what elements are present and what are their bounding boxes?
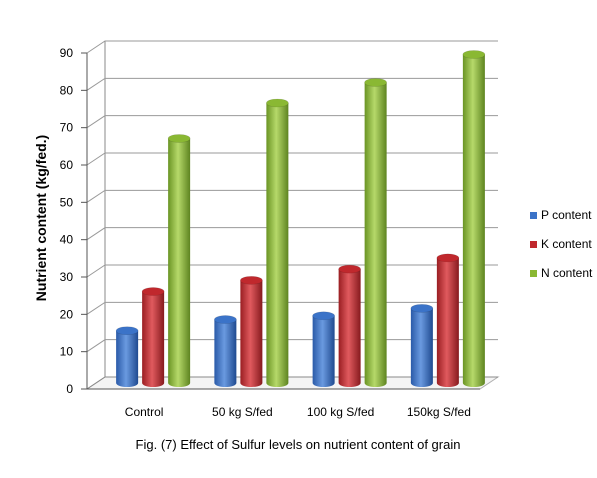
y-tick-label: 60 (60, 158, 74, 172)
bar-n-content (266, 98, 289, 387)
x-category-label: 150kg S/fed (407, 405, 471, 419)
y-tick-label: 0 (66, 382, 73, 396)
bar-k-content (240, 276, 263, 387)
y-axis-title: Nutrient content (kg/fed.) (33, 135, 49, 301)
y-tick-label: 30 (60, 270, 74, 284)
gridline (86, 264, 498, 278)
legend-item: N content (530, 266, 593, 280)
legend-item: P content (530, 208, 592, 222)
bar-k-content (141, 287, 165, 387)
gridline (86, 227, 498, 241)
legend-label: N content (541, 266, 593, 280)
legend-label: P content (541, 208, 592, 222)
legend: P content K content N content (530, 208, 593, 280)
x-category-label: 100 kg S/fed (307, 405, 374, 419)
bar-n-content (462, 50, 486, 387)
y-tick-label: 80 (60, 83, 74, 97)
figure-caption: Fig. (7) Effect of Sulfur levels on nutr… (136, 437, 461, 452)
x-category-label: 50 kg S/fed (212, 405, 273, 419)
y-tick-label: 90 (60, 46, 74, 60)
gridline (86, 152, 498, 166)
legend-swatch (530, 241, 537, 248)
gridline (86, 115, 498, 129)
bar-p-content (312, 311, 335, 387)
bar-n-content (364, 78, 387, 387)
axes (81, 52, 480, 390)
y-tick-label: 70 (60, 121, 74, 135)
y-tick-label: 20 (60, 307, 74, 321)
bar-p-content (214, 315, 237, 387)
gridline (86, 189, 498, 203)
bar-p-content (115, 326, 139, 387)
bar-k-content (338, 264, 361, 387)
bar-k-content (436, 253, 460, 387)
x-category-label: Control (125, 405, 164, 419)
bar-p-content (410, 304, 434, 387)
bar-n-content (167, 134, 191, 387)
legend-item: K content (530, 237, 592, 251)
legend-swatch (530, 270, 537, 277)
labels: 0 10 20 30 40 50 60 70 80 90 Control 50 kg S/fed 100… (60, 46, 471, 419)
legend-swatch (530, 212, 537, 219)
legend-label: K content (541, 237, 592, 251)
y-tick-label: 10 (60, 345, 74, 359)
bars (115, 50, 486, 387)
y-tick-label: 50 (60, 195, 74, 209)
y-tick-label: 40 (60, 233, 74, 247)
gridline (86, 40, 498, 54)
gridline (86, 77, 498, 91)
